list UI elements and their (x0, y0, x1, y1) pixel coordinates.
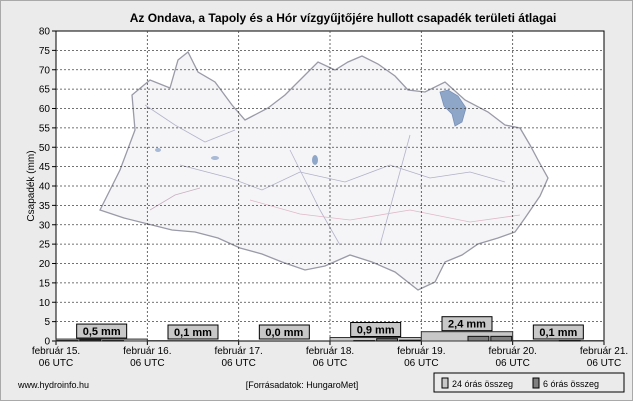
legend-swatch-24h (441, 377, 449, 389)
x-tick-label-date: február 18. (306, 346, 354, 357)
daily-total-label: 0,1 mm (174, 327, 212, 339)
y-tick-label: 35 (39, 201, 51, 212)
daily-total-box (532, 324, 584, 340)
y-tick-label: 80 (39, 27, 51, 38)
watershed-map (99, 50, 549, 291)
y-axis-label: Csapadék (mm) (26, 150, 37, 221)
legend-label-24h: 24 órás összeg (452, 379, 513, 389)
y-tick-label: 25 (39, 240, 51, 251)
x-tick-label-date: február 16. (123, 346, 171, 357)
y-tick-label: 20 (39, 259, 51, 270)
data-source-credit: [Forrásadatok: HungaroMet] (246, 380, 359, 390)
x-tick-label-time: 06 UTC (221, 358, 255, 369)
bar-6h (467, 335, 490, 342)
bar-24h (55, 338, 148, 342)
bar-6h (399, 339, 421, 342)
daily-total-labels: 0,5 mm 0,1 mm 0,0 mm 0,9 mm 2,4 mm 0,1 mm (76, 316, 584, 340)
y-tick-label: 10 (39, 298, 51, 309)
legend: 24 órás összeg 6 órás összeg (433, 372, 625, 393)
chart-title: Az Ondava, a Tapoly és a Hór vízgyűjtőjé… (130, 11, 557, 25)
six-hour-sum-bars (56, 335, 581, 342)
x-tick-label-date: február 21. (580, 346, 628, 357)
x-tick-label-date: február 15. (32, 346, 80, 357)
y-tick-label: 5 (44, 317, 50, 328)
y-tick-label: 15 (39, 278, 51, 289)
daily-total-label: 0,1 mm (539, 327, 577, 339)
grid-lines (56, 31, 604, 341)
source-website: www.hydroinfo.hu (17, 380, 89, 390)
bar-6h (79, 339, 102, 342)
x-tick-label-time: 06 UTC (587, 358, 621, 369)
y-tick-label: 45 (39, 162, 51, 173)
daily-total-box (76, 323, 128, 339)
daily-total-box (441, 316, 493, 332)
x-tick-label-time: 06 UTC (495, 358, 529, 369)
daily-total-box (258, 324, 310, 340)
x-tick-label-time: 06 UTC (313, 358, 347, 369)
daily-total-label: 0,0 mm (265, 327, 303, 339)
legend-box (433, 372, 625, 393)
y-tick-label: 70 (39, 65, 51, 76)
x-tick-label-time: 06 UTC (404, 358, 438, 369)
x-tick-label-date: február 19. (397, 346, 445, 357)
legend-label-6h: 6 órás összeg (543, 379, 599, 389)
y-tick-label: 50 (39, 143, 51, 154)
bar-6h (376, 338, 398, 342)
bar-6h (490, 335, 513, 342)
daily-total-label: 2,4 mm (448, 319, 486, 331)
legend-swatch-6h (532, 377, 540, 389)
x-tick-label-time: 06 UTC (130, 358, 164, 369)
y-tick-label: 60 (39, 104, 51, 115)
x-tick-label-date: február 20. (488, 346, 536, 357)
y-tick-label: 30 (39, 220, 51, 231)
daily-total-box (350, 322, 402, 338)
y-tick-label: 0 (44, 337, 50, 348)
y-tick-label: 40 (39, 182, 51, 193)
y-axis: 0 5 10 15 20 25 30 35 40 45 50 55 60 65 70 75 80 (39, 27, 56, 348)
y-tick-label: 65 (39, 85, 51, 96)
y-tick-label: 75 (39, 46, 51, 57)
daily-sum-bars (55, 331, 605, 342)
daily-total-label: 0,5 mm (83, 326, 121, 338)
y-tick-label: 55 (39, 123, 51, 134)
daily-total-box (167, 324, 219, 340)
daily-total-label: 0,9 mm (357, 325, 395, 337)
x-tick-label-time: 06 UTC (39, 358, 73, 369)
bar-24h (420, 331, 514, 342)
x-tick-label-date: február 17. (214, 346, 262, 357)
